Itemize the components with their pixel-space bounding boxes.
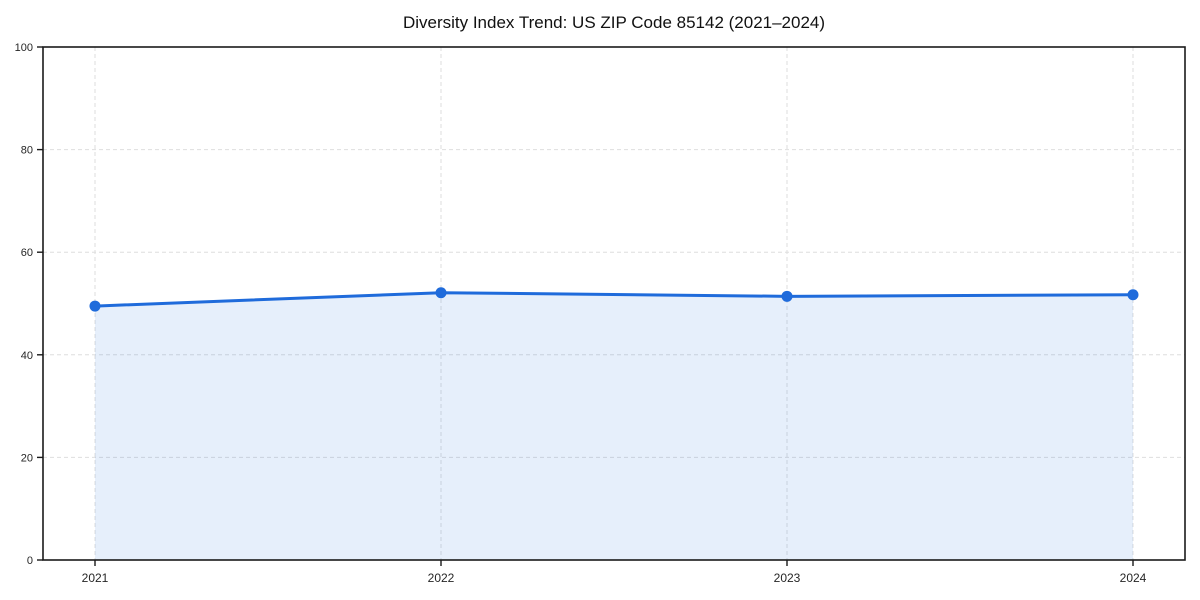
chart-title: Diversity Index Trend: US ZIP Code 85142…	[402, 13, 826, 32]
x-tick-label: 2023	[774, 571, 801, 585]
data-point-marker	[435, 287, 447, 299]
data-point-marker	[1127, 289, 1139, 301]
plot-frame	[42, 46, 1186, 561]
x-tick-label: 2024	[1120, 571, 1147, 585]
x-tick-label: 2021	[82, 571, 109, 585]
trend-line	[93, 291, 1135, 308]
y-tick-label: 60	[21, 247, 33, 259]
y-tick-label: 40	[21, 350, 33, 362]
y-tick-label: 0	[27, 555, 33, 567]
x-tick-label: 2022	[428, 571, 455, 585]
y-tick-label: 80	[21, 145, 33, 157]
data-point-marker	[781, 290, 793, 302]
y-tick-label: 20	[21, 452, 33, 464]
area-fill	[95, 292, 1133, 560]
y-tick-label: 100	[15, 42, 33, 54]
data-point-marker	[89, 300, 101, 312]
